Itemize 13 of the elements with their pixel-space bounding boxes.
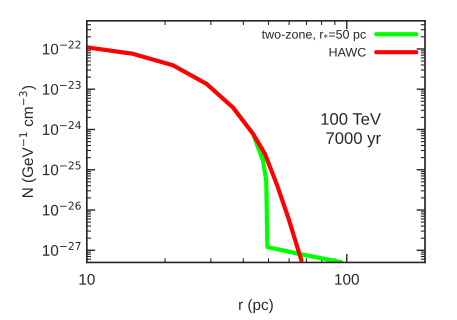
y-tick-label: 10$^{−26}$ [42, 202, 81, 216]
legend-label: two-zone, r$_{*}$=50 pc [262, 30, 366, 42]
y-tick-label: 10$^{−27}$ [42, 242, 81, 256]
y-tick-label: 10$^{−23}$ [42, 80, 81, 95]
x-tick-label: 10 [80, 274, 95, 285]
y-axis-title: N (GeV$^{−1}$ cm$^{−3}$) [19, 86, 36, 198]
annotation: 100 TeV 7000 yr [321, 113, 381, 148]
x-axis-title: r (pc) [239, 298, 273, 314]
y-tick-label: 10$^{−24}$ [42, 121, 81, 136]
y-tick-label: 10$^{−22}$ [42, 40, 80, 55]
y-tick-label: 10$^{−25}$ [42, 161, 81, 176]
x-tick-label: 100 [335, 274, 359, 285]
legend-label: HAWC [330, 48, 366, 57]
